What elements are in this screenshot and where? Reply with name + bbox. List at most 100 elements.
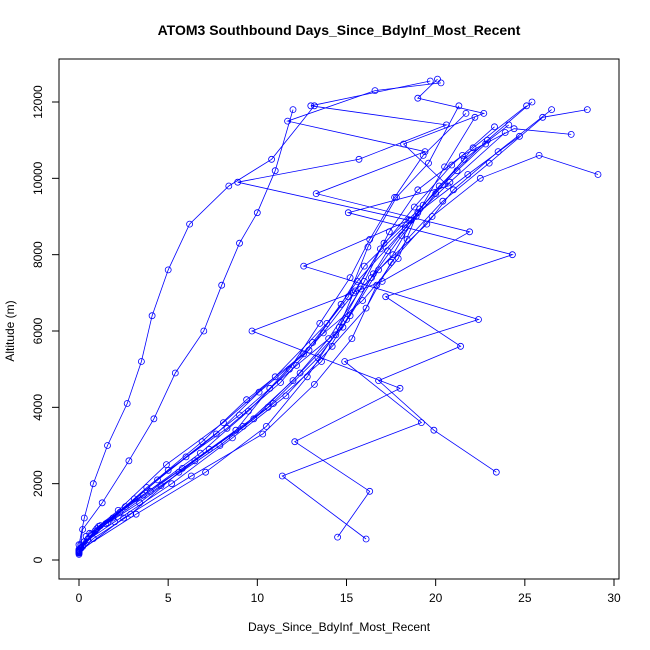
data-point bbox=[262, 422, 270, 430]
data-point bbox=[132, 510, 140, 518]
y-tick-label: 6000 bbox=[31, 317, 45, 344]
data-point bbox=[516, 132, 523, 140]
data-point bbox=[125, 457, 133, 465]
data-point bbox=[186, 220, 194, 228]
data-point bbox=[225, 182, 233, 190]
data-point bbox=[469, 144, 477, 152]
data-point bbox=[123, 400, 131, 407]
data-point bbox=[300, 262, 308, 270]
data-point bbox=[269, 400, 277, 407]
data-point bbox=[417, 419, 425, 427]
x-tick-label: 25 bbox=[518, 591, 532, 605]
data-point bbox=[492, 468, 500, 476]
data-point bbox=[205, 445, 213, 453]
data-point bbox=[122, 503, 129, 511]
data-point bbox=[364, 243, 372, 251]
data-point bbox=[375, 377, 383, 385]
x-axis-label: Days_Since_BdyInf_Most_Recent bbox=[248, 620, 431, 634]
series-18 bbox=[75, 106, 297, 558]
data-point bbox=[277, 379, 284, 386]
y-axis: 0 2000 4000 6000 8000 10000 12000 bbox=[31, 85, 60, 563]
series-line bbox=[78, 109, 294, 555]
data-point bbox=[259, 430, 267, 438]
data-point bbox=[376, 245, 384, 253]
data-point bbox=[278, 472, 286, 480]
data-point bbox=[139, 491, 147, 499]
series-line bbox=[80, 135, 520, 549]
data-point bbox=[362, 535, 370, 543]
data-point bbox=[150, 415, 158, 423]
series-line bbox=[78, 109, 588, 553]
data-point bbox=[80, 514, 88, 522]
x-tick-label: 20 bbox=[429, 591, 443, 605]
series-19 bbox=[75, 102, 318, 549]
y-tick-label: 10000 bbox=[31, 161, 45, 195]
data-point bbox=[437, 79, 445, 87]
data-point bbox=[271, 167, 279, 175]
series-line bbox=[78, 117, 476, 554]
data-point bbox=[421, 148, 429, 156]
data-point bbox=[446, 178, 454, 186]
data-point bbox=[196, 449, 204, 457]
data-point bbox=[371, 87, 379, 94]
data-point bbox=[95, 523, 102, 530]
series-11 bbox=[75, 106, 591, 556]
data-point bbox=[414, 186, 422, 194]
data-point bbox=[414, 94, 422, 102]
data-point bbox=[164, 266, 172, 274]
data-point bbox=[337, 300, 345, 308]
y-tick-label: 0 bbox=[31, 556, 45, 563]
data-point bbox=[462, 110, 470, 117]
data-point bbox=[312, 190, 320, 198]
series-line bbox=[78, 124, 510, 553]
y-tick-label: 12000 bbox=[31, 85, 45, 119]
series-10 bbox=[77, 140, 490, 552]
data-point bbox=[389, 251, 397, 259]
data-point bbox=[425, 159, 432, 167]
data-point bbox=[528, 98, 536, 106]
data-point bbox=[482, 140, 490, 148]
data-point bbox=[89, 480, 97, 488]
data-point bbox=[351, 287, 359, 295]
data-point bbox=[430, 426, 438, 434]
series-line bbox=[250, 82, 471, 538]
data-point bbox=[385, 228, 393, 236]
data-point bbox=[182, 453, 190, 461]
data-point bbox=[410, 203, 418, 211]
data-point bbox=[137, 358, 145, 365]
data-point bbox=[398, 232, 406, 240]
data-point bbox=[458, 151, 466, 159]
data-point bbox=[471, 113, 479, 121]
data-point bbox=[291, 438, 299, 446]
series-line bbox=[80, 143, 486, 549]
data-point bbox=[344, 209, 352, 217]
y-tick-label: 8000 bbox=[31, 241, 45, 268]
data-point bbox=[434, 75, 441, 83]
data-point bbox=[339, 323, 347, 331]
data-point bbox=[583, 106, 591, 113]
data-point bbox=[268, 155, 276, 163]
data-point bbox=[346, 274, 354, 282]
y-tick-label: 4000 bbox=[31, 394, 45, 421]
data-point bbox=[154, 476, 161, 484]
data-point bbox=[223, 424, 231, 432]
series-line bbox=[237, 80, 480, 540]
data-point bbox=[296, 369, 304, 377]
data-point bbox=[218, 281, 226, 289]
data-point bbox=[509, 251, 516, 259]
data-point bbox=[293, 361, 301, 369]
data-point bbox=[444, 182, 452, 190]
data-point bbox=[405, 216, 413, 224]
data-point bbox=[403, 235, 411, 243]
data-point bbox=[412, 213, 420, 220]
data-point bbox=[419, 151, 427, 159]
data-point bbox=[387, 258, 395, 266]
data-point bbox=[439, 197, 447, 205]
data-point bbox=[289, 106, 297, 113]
data-point bbox=[375, 266, 383, 274]
data-point bbox=[453, 167, 461, 175]
x-tick-label: 30 bbox=[607, 591, 621, 605]
data-point bbox=[248, 327, 256, 335]
data-point bbox=[236, 239, 243, 247]
data-point bbox=[253, 209, 261, 217]
